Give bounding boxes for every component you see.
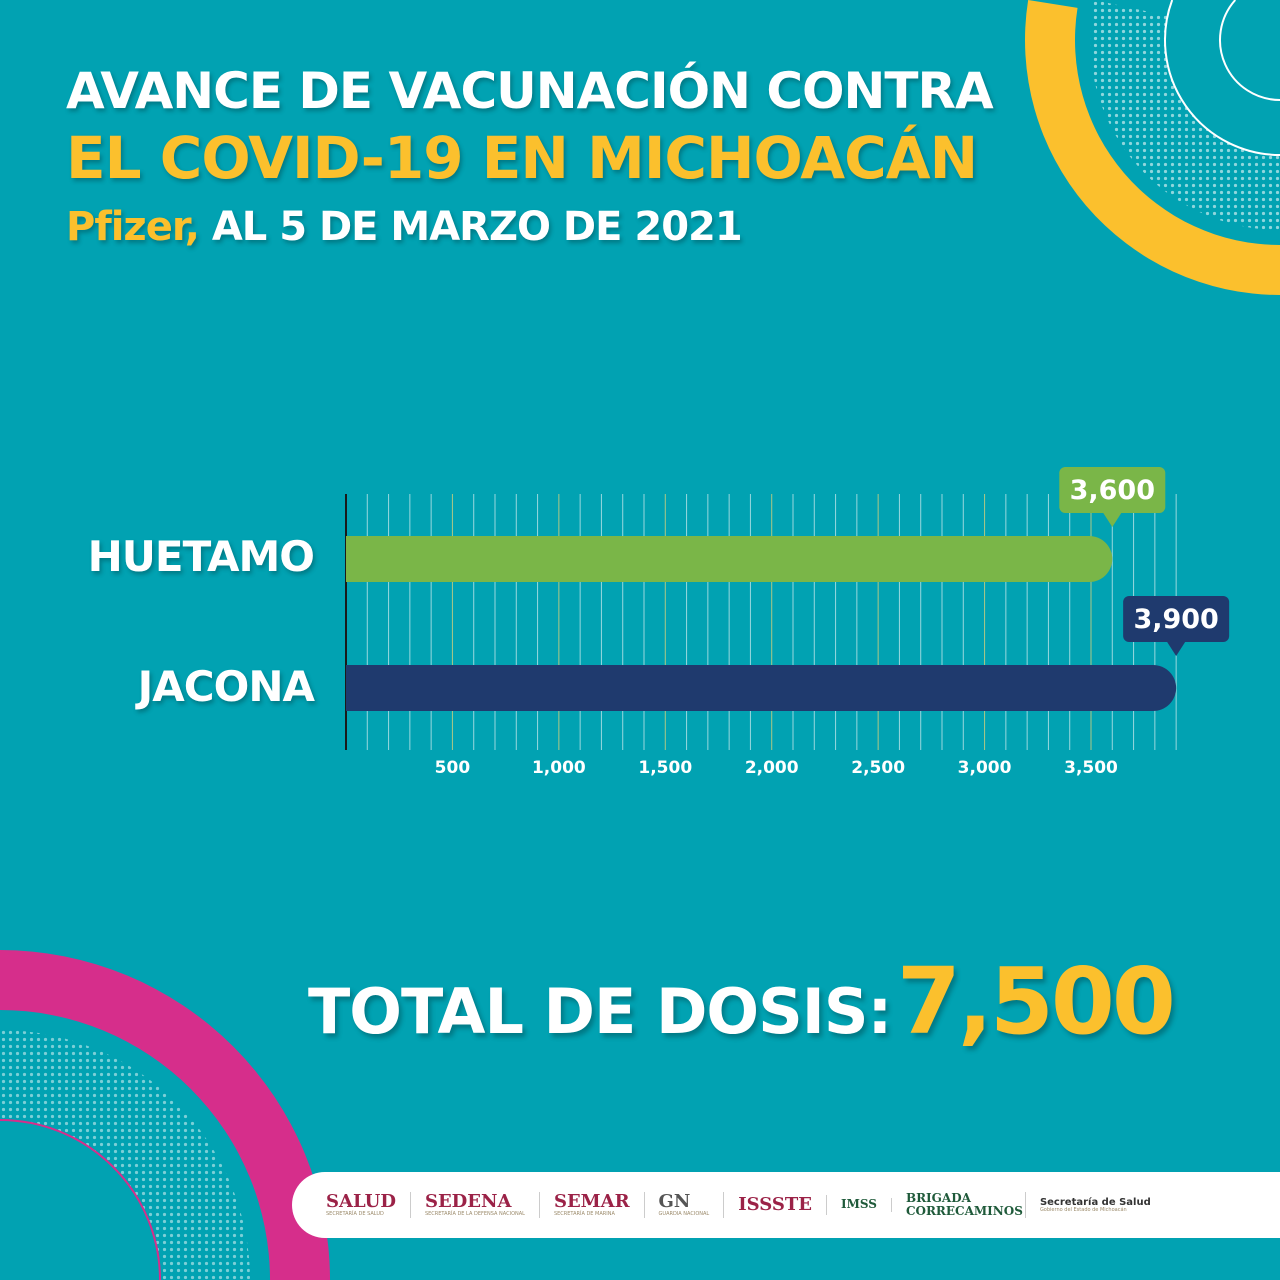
total-value: 7,500 [896,948,1176,1055]
top-right-thin-ring [1164,0,1280,156]
title-line-1: AVANCE DE VACUNACIÓN CONTRA [66,62,994,120]
total-doses: TOTAL DE DOSIS: 7,500 [308,948,1176,1055]
data-label-pointer [1167,642,1186,656]
x-tick-label: 2,000 [745,758,799,778]
x-tick-label: 500 [435,758,471,778]
x-tick-label: 1,000 [532,758,586,778]
top-right-ring-decoration [1025,0,1280,295]
x-tick-label: 3,500 [1064,758,1118,778]
bar-chart: 500 1,000 1,500 2,000 2,500 3,000 3,500 3,600 3,… [345,467,1230,778]
logo-brigada-correcaminos: BRIGADA CORRECAMINOS [892,1191,1026,1219]
bar-jacona [346,665,1177,711]
logo-semar: SEMAR SECRETARÍA DE MARINA [540,1192,645,1218]
x-tick-label: 3,000 [958,758,1012,778]
category-label-jacona: JACONA [137,662,315,711]
top-right-inner-ring [1219,0,1280,101]
logo-gn: GN GUARDIA NACIONAL [645,1192,725,1218]
bottom-left-thin-ring [0,1119,161,1280]
top-right-dot-pattern [1090,0,1280,230]
title-line-2: EL COVID-19 EN MICHOACÁN [66,124,978,192]
data-label-bubble [1059,467,1166,513]
vaccine-name: Pfizer, [66,204,200,250]
logo-salud: SALUD SECRETARÍA DE SALUD [312,1192,411,1218]
logo-sedena: SEDENA SECRETARÍA DE LA DEFENSA NACIONAL [411,1192,540,1218]
total-label: TOTAL DE DOSIS: [308,975,892,1048]
logo-secretaria-salud-michoacan: Secretaría de Salud Gobierno del Estado d… [1039,1196,1151,1213]
bottom-left-dot-pattern [0,1030,250,1280]
data-label-bubble [1123,596,1230,642]
partner-logos-bar: SALUD SECRETARÍA DE SALUD SEDENA SECRETARÍ… [292,1172,1280,1238]
bottom-left-ring-decoration [0,950,330,1280]
logo-imss: IMSS [827,1198,892,1212]
subtitle: Pfizer, AL 5 DE MARZO DE 2021 [66,204,743,250]
bar-huetamo [346,536,1113,582]
logo-issste: ISSSTE [724,1195,827,1215]
date-text: AL 5 DE MARZO DE 2021 [211,204,743,250]
x-tick-label: 2,500 [851,758,905,778]
category-label-huetamo: HUETAMO [87,532,315,581]
data-label-pointer [1103,513,1122,527]
x-tick-label: 1,500 [638,758,692,778]
data-label: 3,900 [1133,604,1218,635]
data-label: 3,600 [1070,475,1155,506]
